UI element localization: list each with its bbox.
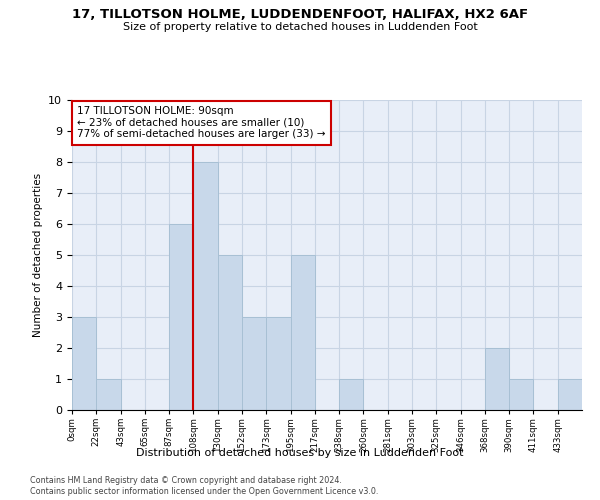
Y-axis label: Number of detached properties: Number of detached properties [33, 173, 43, 337]
Text: Contains HM Land Registry data © Crown copyright and database right 2024.: Contains HM Land Registry data © Crown c… [30, 476, 342, 485]
Text: Size of property relative to detached houses in Luddenden Foot: Size of property relative to detached ho… [122, 22, 478, 32]
Bar [290, 255, 315, 410]
Bar [96, 379, 121, 410]
Text: 17, TILLOTSON HOLME, LUDDENDENFOOT, HALIFAX, HX2 6AF: 17, TILLOTSON HOLME, LUDDENDENFOOT, HALI… [72, 8, 528, 20]
Bar [485, 348, 509, 410]
Bar [218, 255, 242, 410]
Bar [339, 379, 364, 410]
Bar [72, 317, 96, 410]
Bar [266, 317, 290, 410]
Text: 17 TILLOTSON HOLME: 90sqm
← 23% of detached houses are smaller (10)
77% of semi-: 17 TILLOTSON HOLME: 90sqm ← 23% of detac… [77, 106, 326, 140]
Bar [193, 162, 218, 410]
Text: Distribution of detached houses by size in Luddenden Foot: Distribution of detached houses by size … [136, 448, 464, 458]
Bar [169, 224, 193, 410]
Bar [509, 379, 533, 410]
Bar [242, 317, 266, 410]
Bar [558, 379, 582, 410]
Text: Contains public sector information licensed under the Open Government Licence v3: Contains public sector information licen… [30, 488, 379, 496]
